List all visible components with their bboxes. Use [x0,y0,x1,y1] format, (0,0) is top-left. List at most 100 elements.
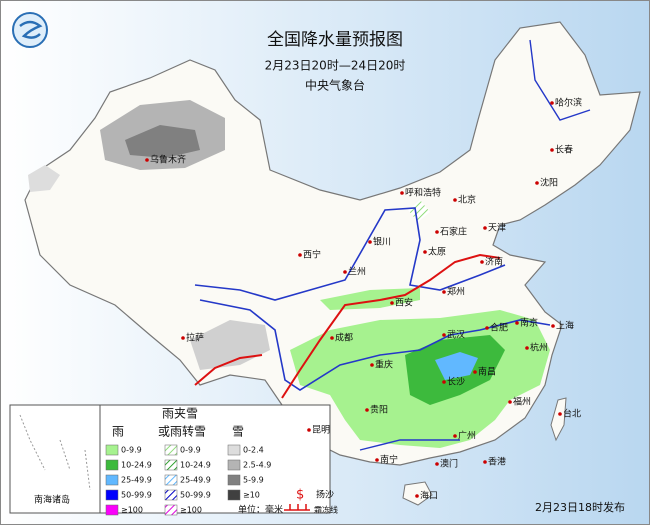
city-label: 杭州 [530,342,548,354]
city-label: 福州 [513,396,531,408]
city-label: 广州 [458,430,476,442]
city-label: 南京 [520,317,538,329]
hainan [402,481,433,506]
inset-label: 南海诸岛 [34,494,70,506]
legend-label: 25-49.9 [180,476,211,485]
legend-label: ≥100 [180,506,202,515]
legend-swatch [105,459,119,471]
city-dot [483,460,487,464]
legend-label: ≥10 [243,491,260,500]
legend-label: 10-24.9 [180,461,211,470]
city-label: 沈阳 [540,177,558,189]
legend-swatch [105,444,119,456]
legend-swatch [227,489,241,501]
city-dot [442,333,446,337]
snow-area-heavy [125,125,200,158]
city-dot [330,336,334,340]
legend-title: 雨 [112,425,124,439]
city-dot [442,380,446,384]
legend-label: 0-9.9 [121,446,142,455]
legend-swatch [164,504,178,516]
city-label: 石家庄 [440,226,467,238]
city-dot [400,191,404,195]
legend-swatch [227,459,241,471]
legend-label: 0-2.4 [243,446,264,455]
legend-label: 5-9.9 [243,476,264,485]
city-label: 哈尔滨 [555,97,582,109]
city-label: 香港 [488,456,506,468]
city-dot [370,363,374,367]
city-label: 西宁 [303,249,321,261]
city-dot [181,336,185,340]
legend-label: 25-49.9 [121,476,152,485]
taiwan [550,397,567,442]
legend-swatch [164,459,178,471]
legend-swatch [164,489,178,501]
city-dot [535,181,539,185]
logo-mark [19,20,43,39]
legend-swatch [105,474,119,486]
city-label: 澳门 [440,458,458,470]
legend-label: 50-99.9 [180,491,211,500]
city-dot [473,370,477,374]
rain-area-heavy [435,352,478,380]
city-dot [558,412,562,416]
inset-islands [19,414,91,491]
city-label: 西安 [395,297,413,309]
legend-label: ≥100 [121,506,143,515]
city-dot [145,158,149,162]
city-label: 合肥 [490,322,508,334]
legend-label: 10-24.9 [121,461,152,470]
pearl-river [359,439,460,451]
city-label: 银川 [373,236,391,248]
city-dot [368,240,372,244]
inset-box [9,404,101,514]
city-label: 长沙 [447,376,465,388]
songhua-river [529,39,591,121]
city-label: 贵阳 [370,404,388,416]
sand-symbol: $ [296,488,304,503]
legend-title: 雨夹雪 [162,407,198,421]
city-dot [453,198,457,202]
city-dot [525,346,529,350]
legend-swatch [227,444,241,456]
city-dot [298,253,302,257]
city-dot [390,301,394,305]
city-dot [483,226,487,230]
city-dot [480,260,484,264]
city-label: 昆明 [312,425,330,436]
city-label: 武汉 [447,329,465,341]
city-dot [485,326,489,330]
city-dot [550,101,554,105]
city-label: 拉萨 [186,332,204,344]
city-dot [365,408,369,412]
city-dot [307,428,311,432]
city-label: 兰州 [348,266,366,278]
legend-label: 50-99.9 [121,491,152,500]
legend-swatch [105,489,119,501]
yellow-river [194,207,506,301]
legend-label: 0-9.9 [180,446,201,455]
legend-swatch [164,474,178,486]
legend-box [99,404,331,514]
city-label: 上海 [556,320,574,332]
city-dot [551,324,555,328]
sand-label: 扬沙 [316,489,334,501]
city-label: 台北 [563,408,581,420]
footer: 2月23日18时发布 [535,500,625,514]
issuer: 中央气象台 [305,78,365,93]
legend-title: 或雨转雪 [158,424,206,439]
legend-swatch [164,444,178,456]
city-label: 北京 [458,194,476,206]
city-dot [435,230,439,234]
frost-label: 霜冻线 [314,505,338,515]
city-label: 长春 [555,144,573,156]
city-label: 海口 [420,490,438,502]
city-dot [423,250,427,254]
sleet-area [408,200,430,222]
legend-title: 雪 [232,425,244,439]
legend-label: 2.5-4.9 [243,461,271,470]
city-dot [508,400,512,404]
legend-swatch [105,504,119,516]
